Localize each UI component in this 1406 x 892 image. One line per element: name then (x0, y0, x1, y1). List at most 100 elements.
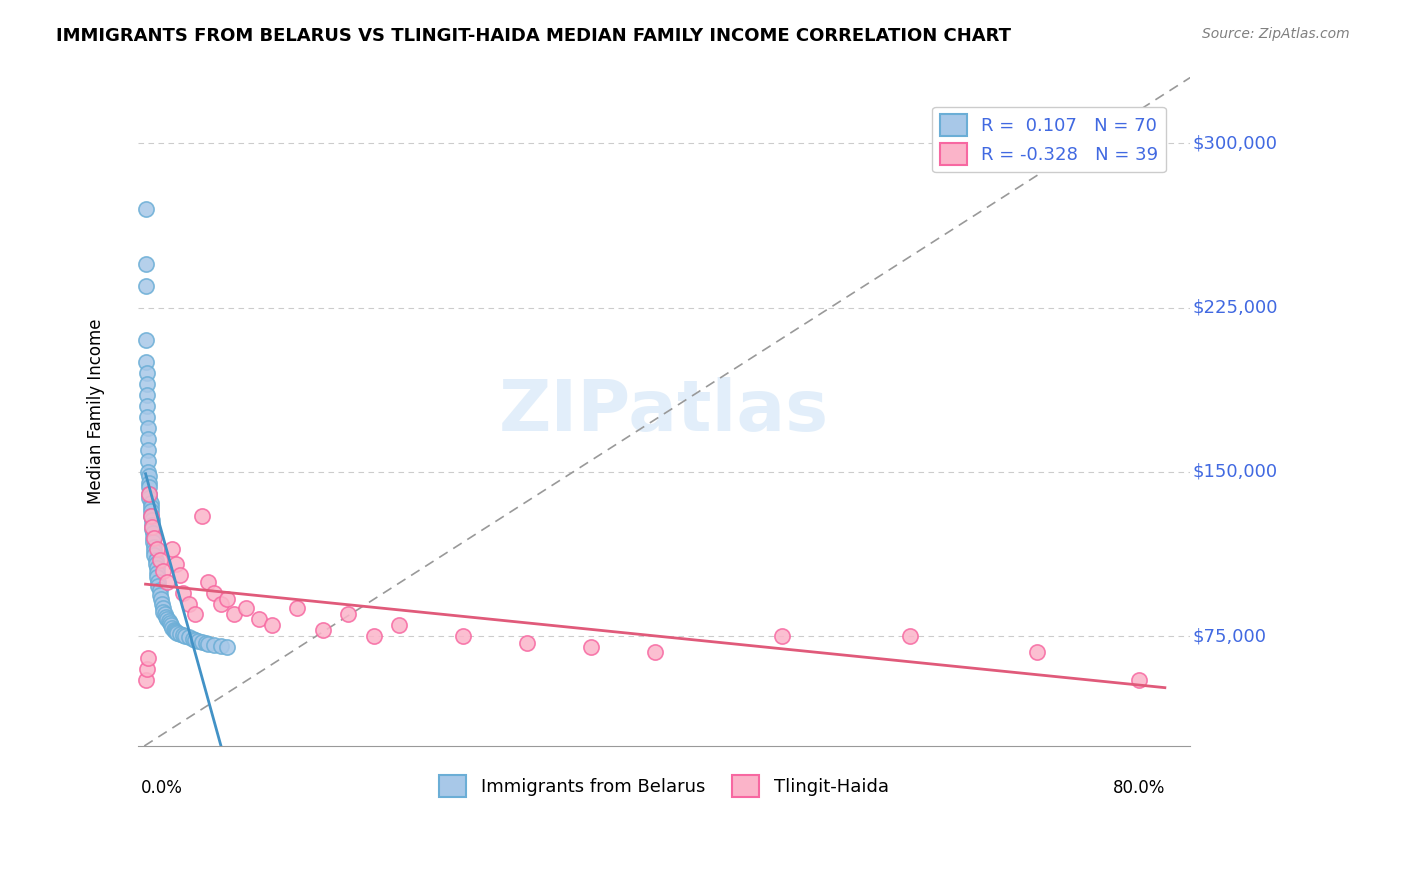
Point (138, 469, 160, 483)
Point (184, 632, 207, 647)
Point (145, 552, 167, 566)
Point (174, 629, 197, 643)
Point (152, 564, 174, 578)
Point (177, 631, 200, 645)
Point (194, 636, 217, 650)
Point (190, 635, 212, 649)
Point (172, 628, 194, 642)
Point (135, 367, 157, 381)
Point (165, 557, 187, 571)
Point (162, 621, 184, 635)
Point (1026, 645, 1049, 659)
Point (162, 541, 184, 556)
Point (388, 618, 411, 632)
Point (135, 334, 157, 348)
Point (162, 623, 184, 637)
Point (156, 612, 179, 626)
Point (770, 629, 793, 643)
Point (135, 202, 157, 216)
Point (150, 597, 173, 611)
Point (337, 607, 360, 622)
Point (138, 487, 160, 501)
Point (135, 673, 157, 688)
Point (209, 597, 232, 611)
Point (157, 614, 180, 628)
Text: $150,000: $150,000 (1192, 463, 1278, 481)
Point (135, 388, 157, 402)
Point (136, 443, 159, 458)
Point (312, 623, 335, 637)
Text: Median Family Income: Median Family Income (87, 319, 105, 505)
Point (143, 531, 166, 545)
Text: 80.0%: 80.0% (1112, 779, 1164, 797)
Point (138, 491, 160, 506)
Point (165, 625, 187, 640)
Point (181, 632, 204, 646)
Point (146, 570, 169, 584)
Point (138, 475, 160, 490)
Point (138, 480, 160, 494)
Point (136, 651, 159, 665)
Point (138, 487, 160, 501)
Point (141, 522, 163, 536)
Point (363, 629, 385, 643)
Point (172, 585, 194, 599)
Point (139, 508, 162, 523)
Text: ZIPatlas: ZIPatlas (499, 377, 830, 446)
Point (139, 500, 162, 514)
Point (141, 517, 163, 532)
Point (152, 600, 174, 615)
Point (644, 645, 666, 659)
Point (139, 508, 162, 523)
Point (148, 583, 170, 598)
Point (217, 592, 239, 607)
Point (135, 399, 157, 413)
Point (139, 504, 162, 518)
Point (149, 592, 172, 607)
Point (141, 520, 163, 534)
Point (145, 557, 167, 571)
Point (136, 465, 159, 479)
Point (163, 624, 186, 638)
Point (197, 574, 219, 589)
Text: Source: ZipAtlas.com: Source: ZipAtlas.com (1202, 27, 1350, 41)
Point (235, 600, 257, 615)
Point (169, 627, 191, 641)
Point (579, 640, 602, 655)
Point (159, 616, 181, 631)
Text: $75,000: $75,000 (1192, 627, 1267, 646)
Text: 0.0%: 0.0% (141, 779, 183, 797)
Point (197, 637, 219, 651)
Point (217, 640, 239, 655)
Point (136, 421, 159, 435)
Point (247, 612, 270, 626)
Point (222, 607, 245, 622)
Point (143, 549, 166, 563)
Point (160, 618, 183, 632)
Point (184, 607, 207, 622)
Point (156, 574, 179, 589)
Point (204, 638, 226, 652)
Point (148, 552, 170, 566)
Legend: Immigrants from Belarus, Tlingit-Haida: Immigrants from Belarus, Tlingit-Haida (432, 767, 896, 804)
Point (516, 636, 538, 650)
Point (148, 588, 170, 602)
Point (148, 579, 170, 593)
Point (141, 513, 163, 527)
Point (135, 257, 157, 271)
Point (190, 508, 212, 523)
Point (166, 626, 188, 640)
Point (209, 639, 232, 653)
Point (136, 454, 159, 468)
Point (142, 531, 165, 545)
Point (898, 629, 921, 643)
Point (135, 662, 157, 676)
Text: $225,000: $225,000 (1192, 299, 1278, 317)
Point (153, 607, 176, 622)
Text: $300,000: $300,000 (1192, 134, 1278, 153)
Point (135, 377, 157, 392)
Point (148, 574, 170, 589)
Point (285, 600, 308, 615)
Point (143, 540, 166, 554)
Point (177, 597, 200, 611)
